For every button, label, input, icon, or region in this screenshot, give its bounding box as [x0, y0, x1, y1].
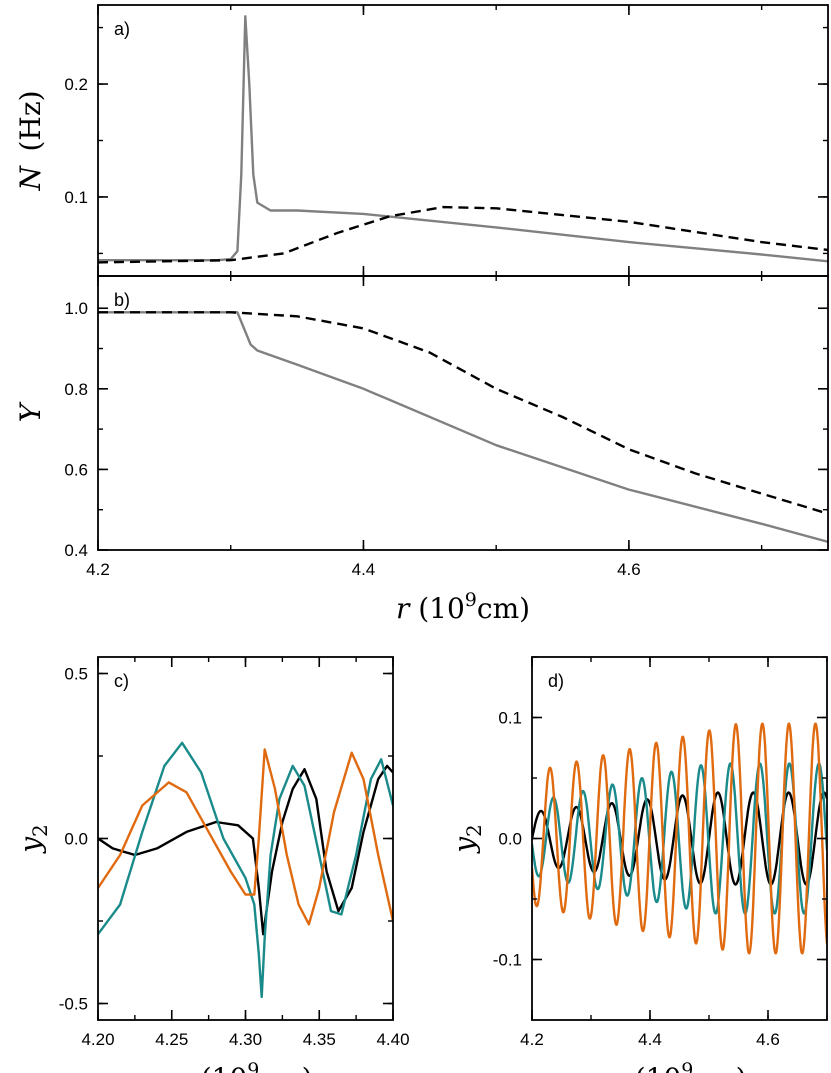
- x-tick-label-c: 4.35: [303, 1030, 336, 1049]
- series-line-b-1: [98, 311, 828, 544]
- y-axis-title-c: y2: [14, 824, 52, 855]
- panel-label-d: d): [548, 671, 564, 691]
- x-tick-label-c: 4.40: [376, 1030, 409, 1049]
- y-axis-title-d: y2: [448, 824, 486, 855]
- series-line-a-1: [98, 15, 828, 263]
- x-tick-label-d: 4.6: [756, 1030, 780, 1049]
- y-tick-label-c: -0.5: [59, 995, 88, 1014]
- series-line-d-3: [532, 722, 827, 955]
- y-tick-label-b: 1.0: [64, 299, 88, 318]
- series-line-b-2: [98, 311, 828, 515]
- x-tick-label-c: 4.20: [81, 1030, 114, 1049]
- series-line-c-3: [98, 748, 393, 926]
- panel-c: -0.5 0.0 0.5 4.20 4.25 4.30 4.35 4.40 c) y2 r (109…: [14, 656, 410, 1073]
- x-tick-label-b: 4.6: [617, 560, 641, 579]
- y-tick-label-d: 0.1: [498, 709, 522, 728]
- y-tick-label-d: 0.0: [498, 830, 522, 849]
- x-axis-title-b: r (109cm): [396, 589, 530, 625]
- series-line-a-2: [98, 205, 828, 264]
- x-axis-title-d: r (109cm): [612, 1059, 746, 1073]
- y-tick-label-a: 0.1: [64, 188, 88, 207]
- x-axis-title-c: r (109cm): [178, 1059, 312, 1073]
- plot-frame-b: [97, 275, 829, 551]
- x-tick-label-d: 4.4: [638, 1030, 662, 1049]
- y-tick-label-c: 0.5: [64, 665, 88, 684]
- panel-label-b: b): [114, 290, 130, 310]
- series-line-c-1: [98, 764, 393, 936]
- x-tick-label-b: 4.4: [352, 560, 376, 579]
- y-tick-label-c: 0.0: [64, 830, 88, 849]
- x-tick-label-c: 4.30: [229, 1030, 262, 1049]
- y-axis-title-a: N (Hz): [14, 90, 47, 191]
- panel-a: 0.1 0.2 a) N (Hz): [14, 4, 829, 277]
- panel-b: 0.4 0.6 0.8 1.0 4.2 4.4 4.6 b) Yr (109cm): [14, 275, 829, 625]
- y-tick-label-d: -0.1: [493, 951, 522, 970]
- y-tick-label-b: 0.6: [64, 460, 88, 479]
- y-tick-label-b: 0.8: [64, 380, 88, 399]
- x-tick-label-d: 4.2: [520, 1030, 544, 1049]
- panel-label-a: a): [114, 19, 130, 39]
- y-tick-label-b: 0.4: [64, 541, 88, 560]
- series-line-c-2: [98, 741, 393, 999]
- plot-frame-c: [97, 656, 394, 1021]
- x-tick-label-c: 4.25: [155, 1030, 188, 1049]
- panel-label-c: c): [114, 671, 129, 691]
- panel-d: -0.1 0.0 0.1 4.2 4.4 4.6 d) y2 r (109cm): [448, 656, 828, 1073]
- x-tick-label-b: 4.2: [86, 560, 110, 579]
- y-axis-title-b: Y: [14, 401, 47, 422]
- y-tick-label-a: 0.2: [64, 75, 88, 94]
